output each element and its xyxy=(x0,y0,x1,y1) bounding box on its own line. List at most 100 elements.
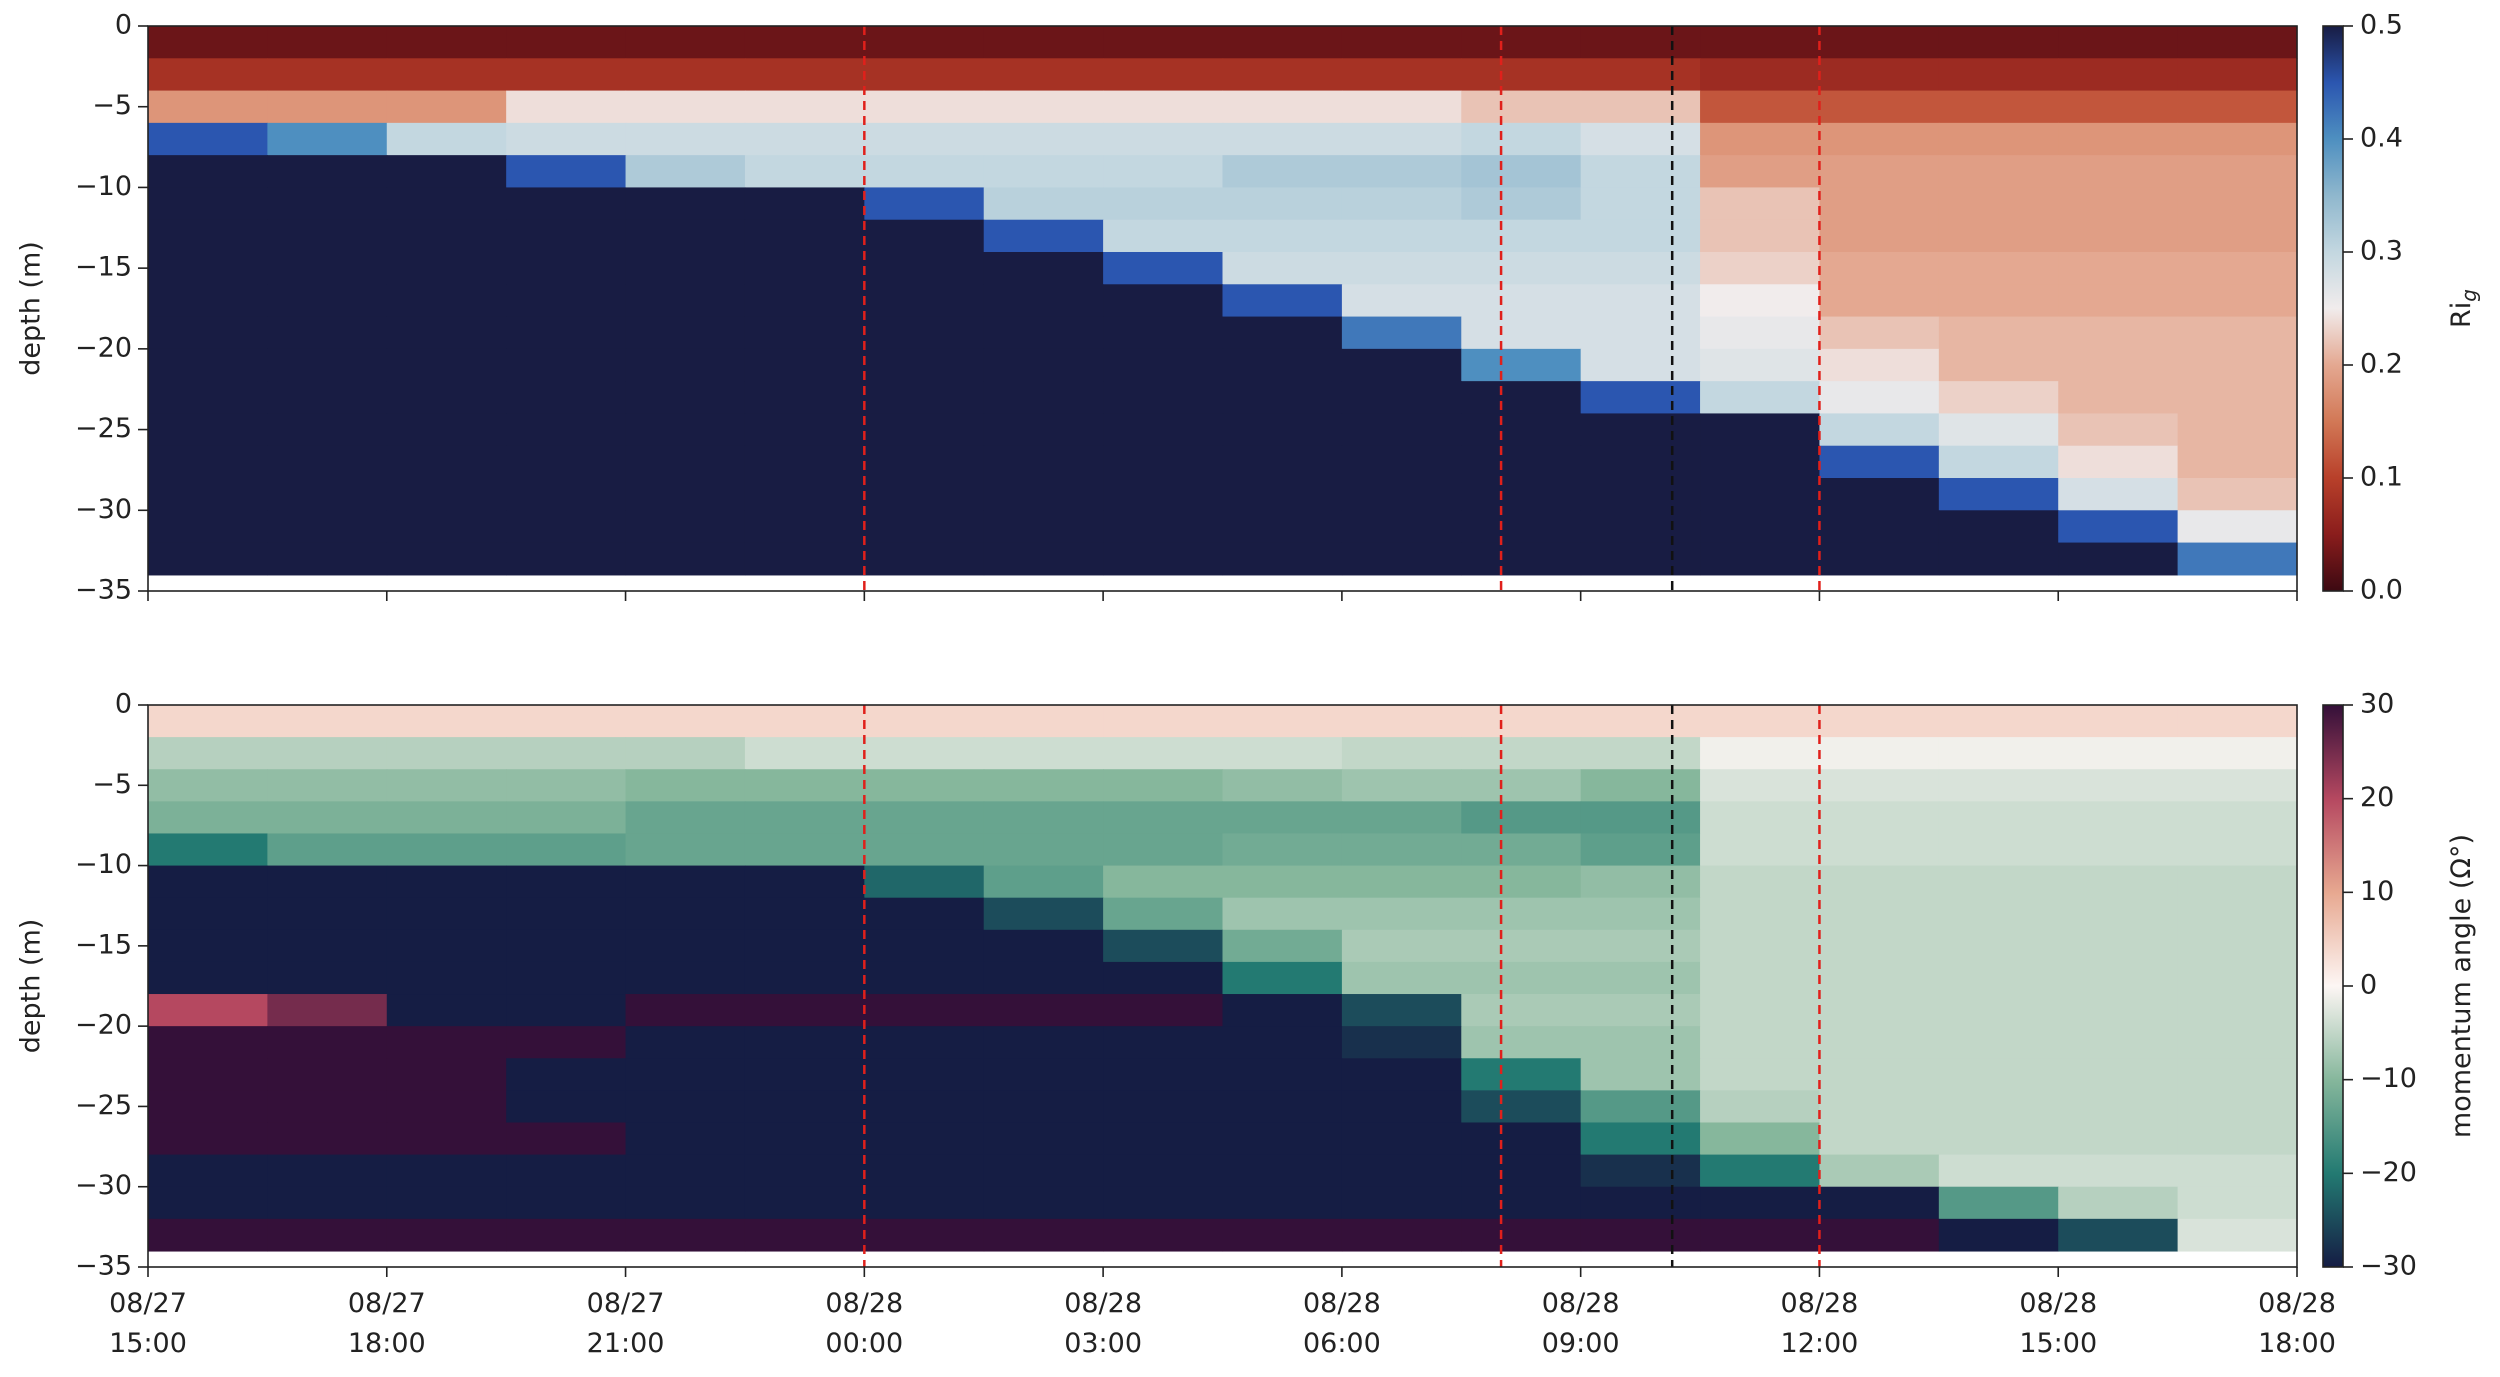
heatmap-cell xyxy=(1819,1090,1940,1124)
heatmap-cell xyxy=(1700,865,1821,899)
heatmap-cell xyxy=(625,542,746,576)
heatmap-cell xyxy=(1938,478,2059,511)
heatmap-cell xyxy=(1461,737,1582,770)
heatmap-cell xyxy=(148,252,268,285)
heatmap-cell xyxy=(1461,381,1582,415)
heatmap-cell xyxy=(1938,865,2059,899)
heatmap-cell xyxy=(1580,1090,1701,1124)
heatmap-cell xyxy=(1341,1026,1462,1059)
heatmap-cell xyxy=(1461,929,1582,963)
heatmap-cell xyxy=(1103,413,1224,447)
heatmap-cell xyxy=(1700,542,1821,576)
heatmap-cell xyxy=(1461,348,1582,382)
heatmap-cell xyxy=(864,478,985,511)
heatmap-cell xyxy=(386,865,507,899)
heatmap-cell xyxy=(2058,187,2179,221)
heatmap-cell xyxy=(386,478,507,511)
heatmap-cell xyxy=(1938,1186,2059,1220)
heatmap-cell xyxy=(1461,1058,1582,1091)
heatmap-cell xyxy=(1461,510,1582,544)
heatmap-cell xyxy=(2177,1026,2298,1059)
x-tick-label: 08/27 18:00 xyxy=(348,1288,426,1359)
heatmap-cell xyxy=(1461,413,1582,447)
heatmap-cell xyxy=(1341,1058,1462,1091)
heatmap-cell xyxy=(625,478,746,511)
heatmap-cell xyxy=(148,1154,268,1188)
x-tick-label-line: 08/27 xyxy=(109,1288,187,1319)
heatmap-cell xyxy=(744,26,865,59)
heatmap-cell xyxy=(983,26,1104,59)
heatmap-cell xyxy=(2058,122,2179,156)
heatmap-cell xyxy=(1700,510,1821,544)
heatmap-cell xyxy=(1580,1218,1701,1252)
heatmap-cell xyxy=(506,187,627,221)
heatmap-cell xyxy=(386,187,507,221)
heatmap-cell xyxy=(2058,284,2179,318)
heatmap-cell xyxy=(386,897,507,931)
heatmap-cell xyxy=(267,187,388,221)
heatmap-cell xyxy=(1580,122,1701,156)
heatmap-cell xyxy=(864,705,985,738)
heatmap-cell xyxy=(1819,26,1940,59)
heatmap-cell xyxy=(1819,961,1940,995)
heatmap-cell xyxy=(864,1090,985,1124)
heatmap-cell xyxy=(148,769,268,802)
x-tick-label-line: 00:00 xyxy=(825,1328,903,1359)
heatmap-cell xyxy=(1222,1090,1343,1124)
heatmap-cell xyxy=(864,929,985,963)
heatmap-cell xyxy=(1103,26,1224,59)
x-tick-label-line: 08/27 xyxy=(587,1288,665,1319)
y-tick-label: 0 xyxy=(115,689,132,720)
heatmap-cell xyxy=(1580,1122,1701,1156)
heatmap-cell xyxy=(983,58,1104,92)
x-tick-label-line: 09:00 xyxy=(1542,1328,1620,1359)
heatmap-cell xyxy=(1700,994,1821,1027)
heatmap-cell xyxy=(983,801,1104,835)
heatmap-cell xyxy=(148,348,268,382)
heatmap-cell xyxy=(2058,316,2179,350)
heatmap-cell xyxy=(2058,252,2179,285)
heatmap-cell xyxy=(625,1218,746,1252)
heatmap-cell xyxy=(506,961,627,995)
heatmap-cell xyxy=(267,316,388,350)
heatmap-cell xyxy=(267,801,388,835)
heatmap-cell xyxy=(386,1026,507,1059)
heatmap-cell xyxy=(1580,542,1701,576)
heatmap-cell xyxy=(2058,929,2179,963)
heatmap-cell xyxy=(625,705,746,738)
heatmap-cell xyxy=(2177,1122,2298,1156)
heatmap-cell xyxy=(983,122,1104,156)
heatmap-cell xyxy=(625,1122,746,1156)
heatmap-cell xyxy=(625,929,746,963)
heatmap-cell xyxy=(1341,897,1462,931)
heatmap-cell xyxy=(148,1186,268,1220)
heatmap-cell xyxy=(267,961,388,995)
heatmap-cell xyxy=(1938,348,2059,382)
heatmap-cell xyxy=(1580,187,1701,221)
heatmap-cell xyxy=(1580,58,1701,92)
heatmap-cell xyxy=(864,58,985,92)
heatmap-cell xyxy=(744,929,865,963)
colorbar-label: momentum angle (Ω°) xyxy=(2446,834,2477,1138)
heatmap-cell xyxy=(148,833,268,867)
heatmap-cell xyxy=(983,1154,1104,1188)
heatmap-cell xyxy=(2058,1122,2179,1156)
heatmap-cell xyxy=(864,961,985,995)
heatmap-cell xyxy=(267,252,388,285)
heatmap-cell xyxy=(148,26,268,59)
heatmap-cell xyxy=(1700,929,1821,963)
heatmap-cell xyxy=(1819,348,1940,382)
heatmap-cell xyxy=(1819,1186,1940,1220)
heatmap-cell xyxy=(148,1026,268,1059)
heatmap-cell xyxy=(864,865,985,899)
heatmap-cell xyxy=(1580,252,1701,285)
heatmap-cell xyxy=(1938,155,2059,189)
heatmap-cell xyxy=(983,219,1104,253)
heatmap-cell xyxy=(864,1122,985,1156)
heatmap-cell xyxy=(744,705,865,738)
heatmap-cell xyxy=(744,187,865,221)
heatmap-cell xyxy=(1461,1122,1582,1156)
heatmap-cell xyxy=(2177,929,2298,963)
heatmap-cell xyxy=(148,478,268,511)
heatmap-cell xyxy=(864,542,985,576)
